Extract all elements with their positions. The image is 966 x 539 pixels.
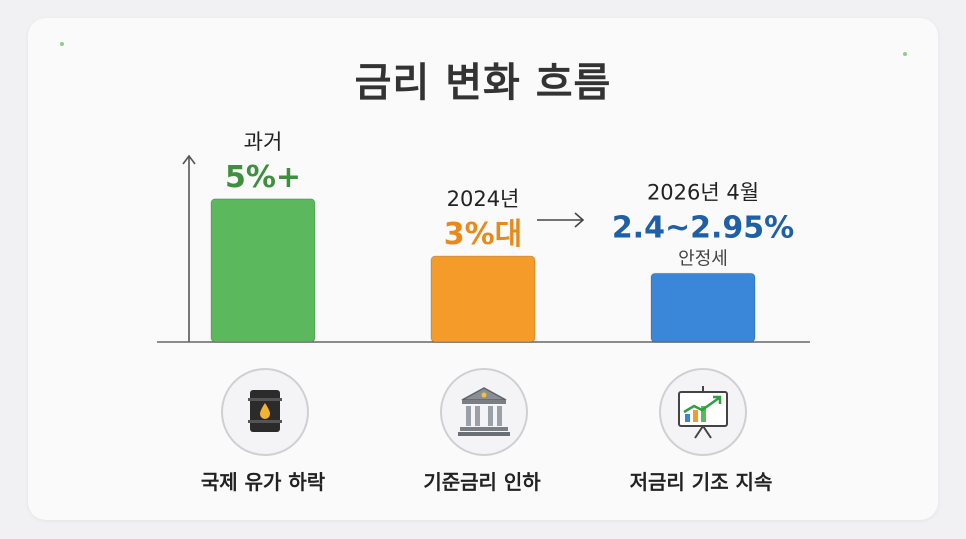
annotation-stable: 안정세: [678, 248, 728, 269]
value-label-2026-april: 2.4~2.95%: [612, 210, 794, 245]
decor-dot: [60, 42, 64, 46]
oil-barrel-icon-circle: [221, 368, 309, 456]
bar-2026-april: [650, 272, 756, 343]
caption-base-rate: 기준금리 인하: [423, 470, 541, 494]
rising-chart-board-icon-circle: [659, 368, 747, 456]
bank-building-icon-circle: [440, 368, 528, 456]
bar-2024: [430, 255, 536, 343]
caption-low-rate: 저금리 기조 지속: [629, 470, 773, 494]
category-label-2026-april: 2026년 4월: [647, 180, 759, 204]
value-label-past: 5%+: [225, 160, 301, 195]
value-label-2024: 3%대: [444, 217, 523, 252]
y-axis-arrowhead: [182, 154, 196, 165]
decor-dot: [903, 52, 907, 56]
category-label-past: 과거: [244, 130, 283, 154]
bank-building-icon: [458, 387, 510, 436]
chart-title: 금리 변화 흐름: [354, 60, 612, 106]
category-label-2024: 2024년: [447, 187, 520, 211]
oil-barrel-icon: [248, 390, 282, 432]
caption-oil-price: 국제 유가 하락: [200, 470, 326, 494]
trend-arrow-icon: [537, 212, 585, 228]
bar-past: [210, 198, 316, 343]
rising-chart-board-icon: [678, 386, 728, 439]
